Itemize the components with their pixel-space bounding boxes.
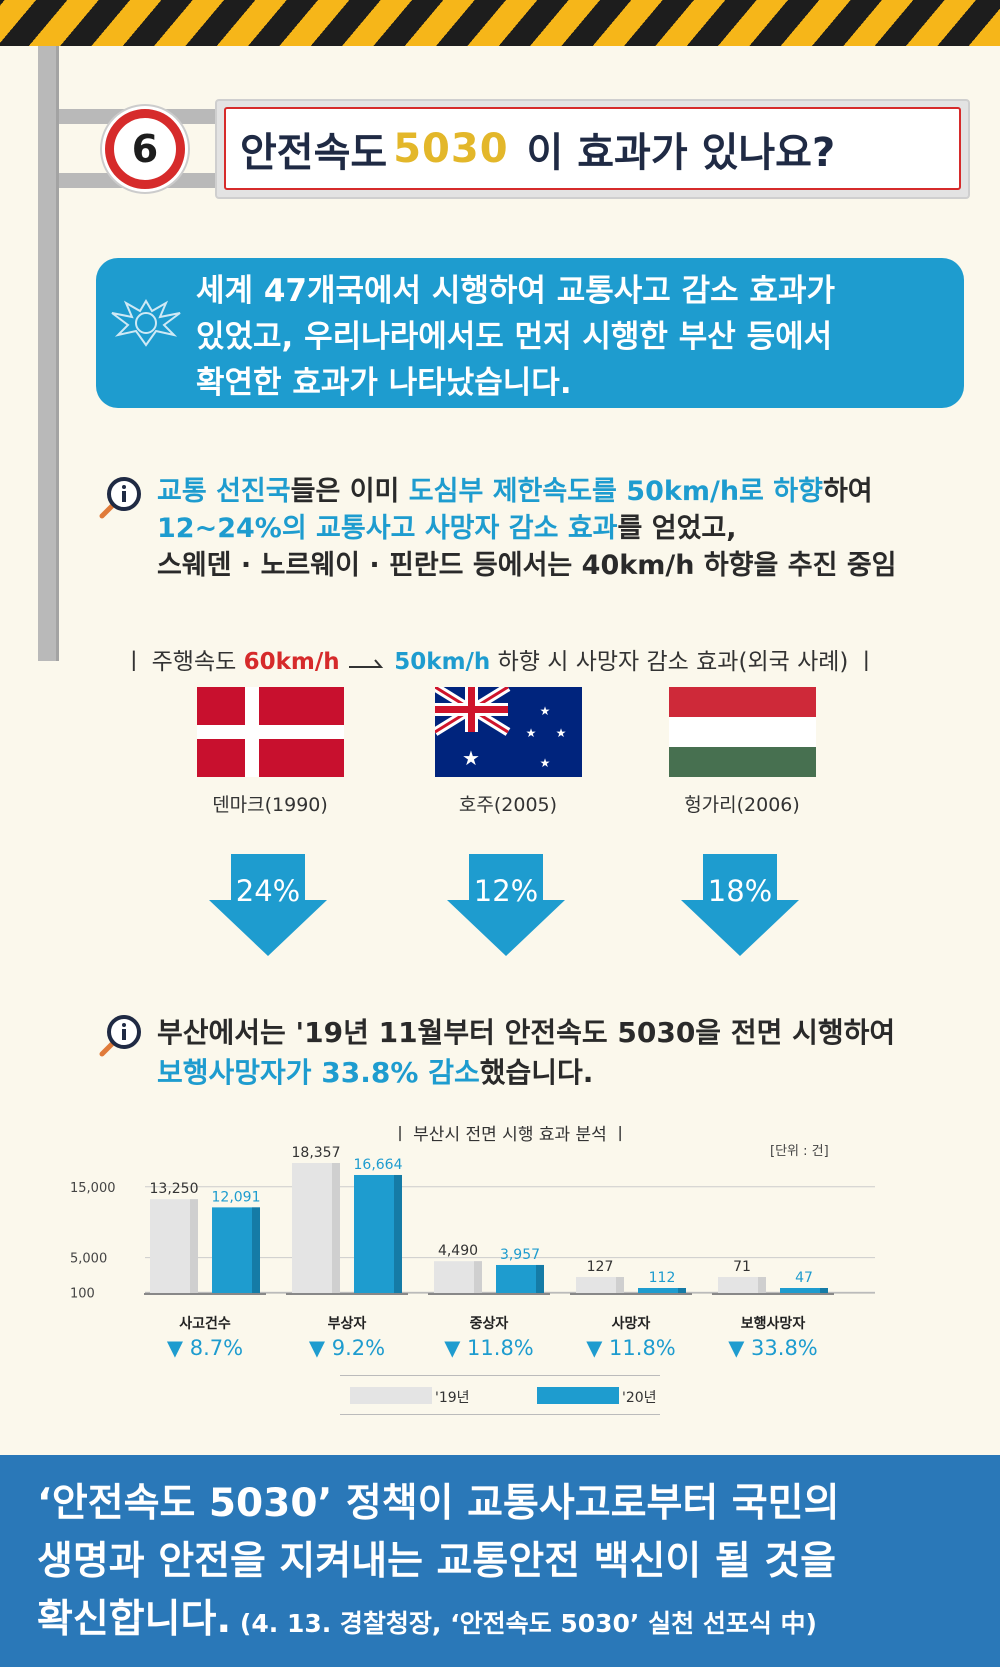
bar-value-label: 71 (733, 1259, 751, 1275)
chart-unit: [단위 : 건] (770, 1144, 829, 1159)
title-prefix: 안전속도 (240, 129, 388, 176)
intro-line: 있었고, 우리나라에서도 먼저 시행한 부산 등에서 (196, 319, 833, 355)
foreign-cases-subtitle: ㅣ 주행속도 60km/h 50km/h 하향 시 사망자 감소 효과(외국 사… (123, 649, 877, 675)
reduction-percent: 12% (473, 874, 539, 908)
warning-stripe (0, 0, 1000, 46)
speed-sign-number: 6 (105, 109, 185, 189)
arrow-right-icon (348, 658, 384, 668)
bar-shade (190, 1199, 198, 1293)
change-percent: ▼ 11.8% (444, 1336, 534, 1360)
bar-value-label: 3,957 (500, 1247, 540, 1263)
intro-line: 확연한 효과가 나타났습니다. (196, 365, 572, 401)
closing-line: 생명과 안전을 지켜내는 교통안전 백신이 될 것을 (37, 1539, 837, 1584)
svg-text:★: ★ (540, 756, 551, 770)
y-tick-label: 15,000 (70, 1181, 116, 1196)
bar-shade (536, 1264, 544, 1293)
bar-shade (616, 1277, 624, 1293)
bar-shade (252, 1207, 260, 1293)
bar-shade (474, 1261, 482, 1293)
bar-2019 (718, 1277, 766, 1293)
y-tick-label: 5,000 (70, 1252, 107, 1267)
bar-2020 (780, 1288, 828, 1293)
category-label: 사망자 (611, 1316, 651, 1332)
bar-shade (394, 1174, 402, 1293)
category-label: 보행사망자 (740, 1316, 806, 1332)
y-tick-label: 100 (70, 1286, 95, 1301)
sign-pole (38, 46, 59, 661)
legend-label: '20년 (622, 1390, 657, 1406)
chart-legend: '19년 '20년 (340, 1375, 660, 1415)
chart-title: ㅣ 부산시 전면 시행 효과 분석 ㅣ (392, 1125, 628, 1145)
closing-line: 확신합니다. (37, 1597, 232, 1642)
change-percent: ▼ 9.2% (308, 1336, 386, 1360)
decrease-arrow (681, 854, 799, 956)
legend-swatch-2019 (350, 1387, 432, 1404)
bar-shade (332, 1163, 340, 1293)
bar-value-label: 127 (587, 1259, 614, 1275)
bar-value-label: 112 (649, 1270, 676, 1286)
australia-flag: ★ ★ ★ ★ ★ (435, 687, 582, 777)
change-percent: ▼ 11.8% (586, 1336, 676, 1360)
title-suffix: 이 효과가 있나요? (526, 129, 836, 176)
category-label: 부상자 (327, 1316, 367, 1332)
decrease-arrow (447, 854, 565, 956)
change-percent: ▼ 33.8% (728, 1336, 818, 1360)
bar-2019 (576, 1277, 624, 1293)
title-number: 5030 (393, 125, 509, 172)
bar-shade (758, 1277, 766, 1293)
bar-value-label: 47 (795, 1270, 813, 1286)
bar-2020 (638, 1288, 686, 1293)
reduction-percent: 18% (707, 874, 773, 908)
country-label: 덴마크(1990) (212, 794, 328, 816)
country-label: 호주(2005) (458, 794, 558, 816)
intro-text: 세계 47개국에서 시행하여 교통사고 감소 효과가 있었고, 우리나라에서도 … (196, 268, 956, 406)
point-busan: 부산에서는 '19년 11월부터 안전속도 5030을 전면 시행하여 보행사망… (157, 1016, 896, 1089)
svg-text:★: ★ (526, 726, 537, 740)
decrease-arrow (209, 854, 327, 956)
bar-shade (820, 1288, 828, 1293)
intro-line: 세계 47개국에서 시행하여 교통사고 감소 효과가 (196, 273, 835, 309)
reduction-percent: 24% (235, 874, 301, 908)
svg-text:★: ★ (462, 746, 480, 770)
point-foreign: 교통 선진국들은 이미 도심부 제한속도를 50km/h로 하향하여 12~24… (157, 476, 897, 581)
country-label: 헝가리(2006) (684, 794, 800, 816)
bar-value-label: 12,091 (212, 1189, 261, 1205)
svg-text:★: ★ (540, 704, 551, 718)
category-label: 사고건수 (179, 1316, 231, 1332)
closing-statement: ‘안전속도 5030’ 정책이 교통사고로부터 국민의 생명과 안전을 지켜내는… (0, 1455, 1000, 1667)
hungary-flag (669, 687, 816, 777)
bar-value-label: 16,664 (354, 1157, 403, 1173)
legend-label: '19년 (435, 1390, 470, 1406)
intro-callout (96, 258, 964, 408)
change-percent: ▼ 8.7% (166, 1336, 244, 1360)
info-magnifier-icon (99, 477, 141, 519)
quote-source: (4. 13. 경찰청장, ‘안전속도 5030’ 실천 선포식 中) (231, 1609, 817, 1638)
bar-shade (678, 1288, 686, 1293)
bar-value-label: 18,357 (292, 1145, 341, 1161)
page-title: 안전속도 5030 이 효과가 있나요? (224, 107, 961, 190)
legend-swatch-2020 (537, 1387, 619, 1404)
info-magnifier-icon (99, 1015, 141, 1057)
svg-text:★: ★ (556, 726, 567, 740)
bar-value-label: 13,250 (150, 1181, 199, 1197)
busan-bar-chart: 15,000 5,000 100 13,250 12,091 18,357 16,664 4,… (70, 1145, 875, 1301)
denmark-flag (197, 687, 344, 777)
police-emblem-icon (111, 299, 181, 347)
bar-value-label: 4,490 (438, 1243, 478, 1259)
closing-line: ‘안전속도 5030’ 정책이 교통사고로부터 국민의 (37, 1481, 840, 1526)
category-label: 중상자 (469, 1316, 509, 1332)
